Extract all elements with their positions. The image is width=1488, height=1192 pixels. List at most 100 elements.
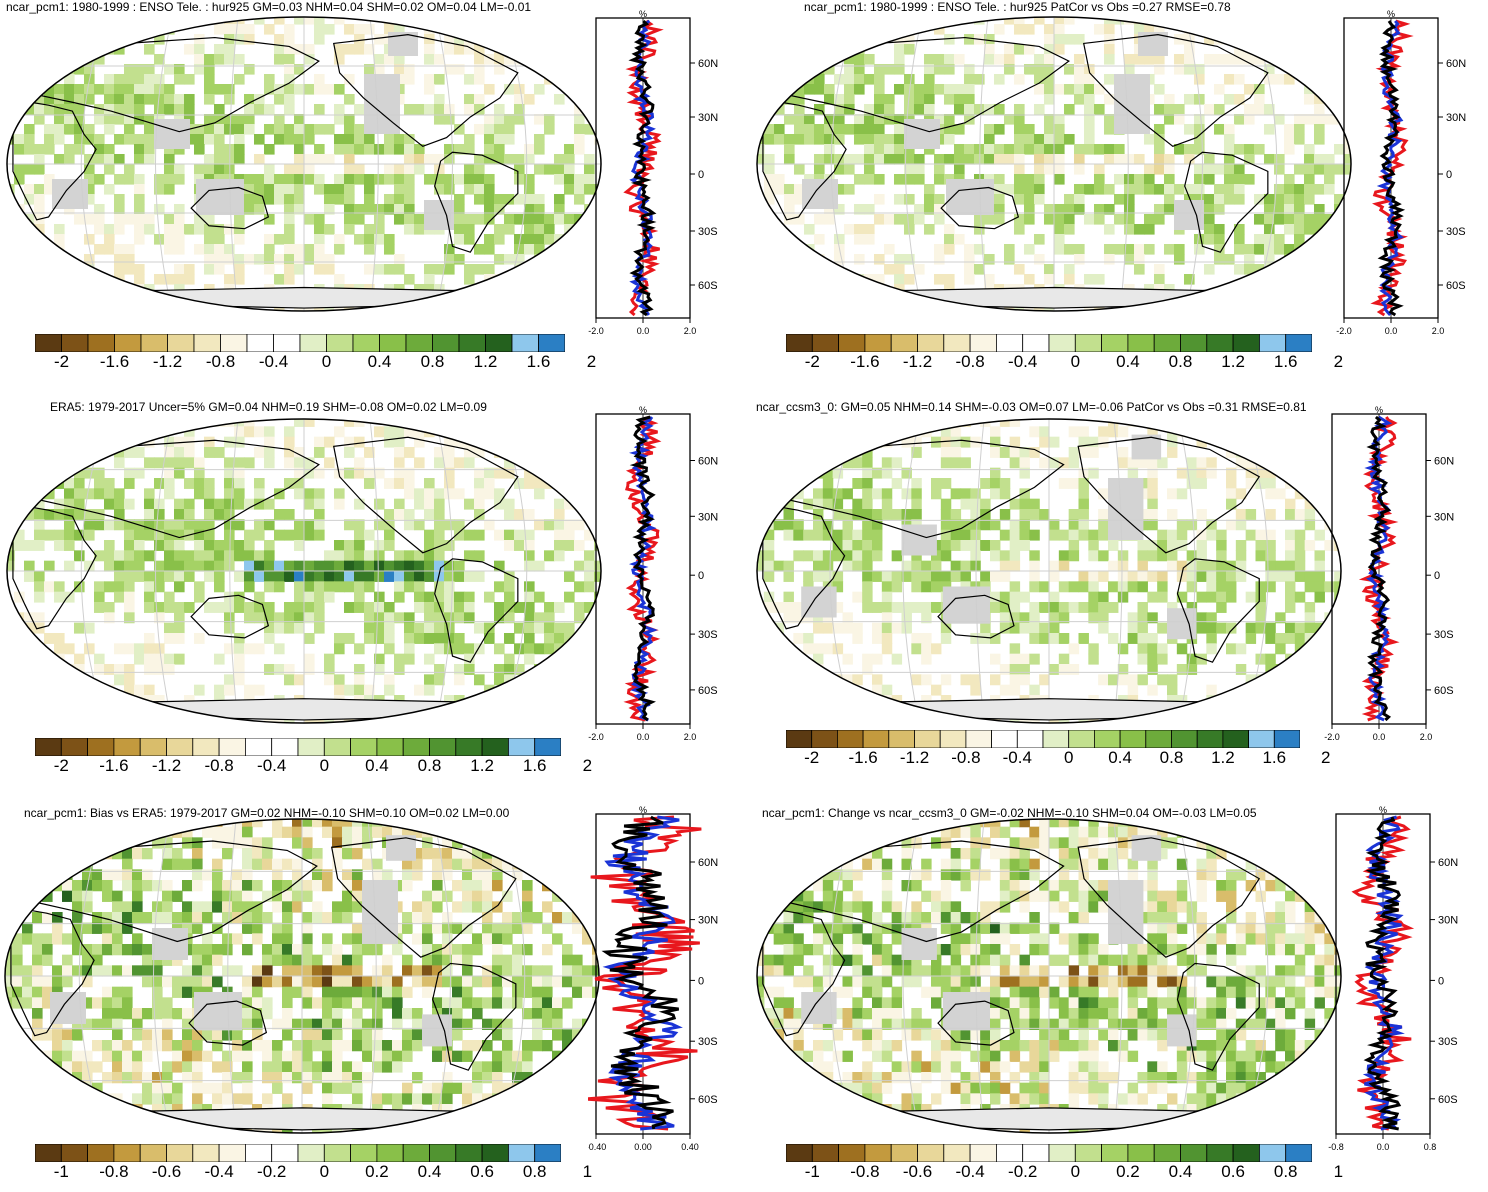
profile-ytick-label: 60N [1446, 58, 1466, 70]
profile-xtick-label: 2.0 [1432, 326, 1445, 336]
colorbar-tick-label: -0.4 [257, 756, 286, 776]
profile-xtick-label: -0.40 [588, 1142, 606, 1152]
colorbar-tick-label: -1.6 [99, 756, 128, 776]
panel-obs-era5: ERA5: 1979-2017 Uncer=5% GM=0.04 NHM=0.1… [0, 400, 744, 792]
panel-model2-enso: ncar_ccsm3_0: GM=0.05 NHM=0.14 SHM=-0.03… [744, 400, 1488, 792]
profile-ytick-label: 30N [1446, 112, 1466, 124]
colorbar-tick-label: 1 [583, 1162, 592, 1182]
colorbar-tick-label: 0.8 [418, 756, 442, 776]
profile-axis-title: % [639, 9, 647, 19]
world-map [4, 14, 604, 314]
profile-xtick-label: 0.0 [1373, 732, 1386, 742]
panel-title: ncar_pcm1: 1980-1999 : ENSO Tele. : hur9… [6, 0, 531, 14]
colorbar-tick-label: -2 [805, 352, 820, 372]
profile-ytick-label: 30N [698, 915, 718, 927]
colorbar-tick-label: 0 [320, 756, 329, 776]
colorbar-tick-label: -2 [54, 756, 69, 776]
profile-xtick-label: 2.0 [684, 326, 697, 336]
colorbar-tick-label: 1.2 [1221, 352, 1245, 372]
profile-axis-title: % [639, 405, 647, 415]
profile-axis-title: % [1375, 405, 1383, 415]
colorbar-tick-label: -0.4 [955, 1162, 984, 1182]
profile-ytick-label: 0 [698, 570, 704, 582]
colorbar-tick-label: -1 [805, 1162, 820, 1182]
colorbar-tick-label: 0.8 [1160, 748, 1184, 768]
colorbar-tick-label: 2 [583, 756, 592, 776]
colorbar-tick-label: 0 [1071, 1162, 1080, 1182]
colorbar-tick-label: -0.4 [1003, 748, 1032, 768]
colorbar-tick-label: 0.8 [1274, 1162, 1298, 1182]
profile-ytick-label: 30S [698, 226, 718, 238]
colorbar-tick-label: -0.2 [257, 1162, 286, 1182]
colorbar-tick-label: -0.6 [152, 1162, 181, 1182]
colorbar-tick-label: -0.4 [204, 1162, 233, 1182]
zonal-mean-profile: % -2.0 0.0 2.0 60N 30N 0 30S 60S [1336, 8, 1486, 348]
profile-ytick-label: 0 [1446, 169, 1452, 181]
profile-xtick-label: 0.40 [681, 1142, 699, 1152]
profile-ytick-label: 60S [1438, 1094, 1458, 1106]
panel-model-enso-patcor: ncar_pcm1: 1980-1999 : ENSO Tele. : hur9… [744, 0, 1488, 392]
profile-axis-title: % [1387, 9, 1395, 19]
colorbar-tick-label: 1.2 [1211, 748, 1235, 768]
colorbar-tick-label: -0.8 [204, 756, 233, 776]
profile-xtick-label: 0.8 [1424, 1142, 1437, 1152]
colorbar-tick-label: -2 [804, 748, 819, 768]
panel-title: ncar_pcm1: 1980-1999 : ENSO Tele. : hur9… [804, 0, 1231, 14]
profile-ytick-label: 30N [1434, 511, 1454, 523]
colorbar-tick-label: 0.8 [421, 352, 445, 372]
colorbar-tick-label: 0.4 [418, 1162, 442, 1182]
profile-ytick-label: 30S [1446, 226, 1466, 238]
colorbar-tick-label: 0.8 [523, 1162, 547, 1182]
panel-change: ncar_pcm1: Change vs ncar_ccsm3_0 GM=-0.… [744, 800, 1488, 1192]
profile-xtick-label: 0.00 [634, 1142, 652, 1152]
colorbar-tick-label: 2 [587, 352, 596, 372]
profile-ytick-label: 60N [698, 456, 718, 468]
colorbar [786, 1144, 1312, 1162]
profile-ytick-label: 0 [1434, 570, 1440, 582]
colorbar-tick-label: 0 [1064, 748, 1073, 768]
profile-axis-title: % [1379, 805, 1387, 815]
panel-title: ncar_ccsm3_0: GM=0.05 NHM=0.14 SHM=-0.03… [756, 400, 1307, 414]
profile-xtick-label: 0.0 [637, 732, 650, 742]
profile-xtick-label: -2.0 [588, 326, 604, 336]
profile-axis-title: % [639, 805, 647, 815]
colorbar-tick-label: 0 [322, 352, 331, 372]
colorbar-tick-label: 0.2 [365, 1162, 389, 1182]
profile-xtick-label: 2.0 [1420, 732, 1433, 742]
profile-ytick-label: 30S [698, 629, 718, 641]
world-map [754, 816, 1344, 1136]
colorbar [35, 1144, 561, 1162]
colorbar-tick-label: -0.8 [850, 1162, 879, 1182]
world-map [754, 416, 1344, 726]
colorbar [35, 738, 561, 756]
profile-xtick-label: 0.0 [1377, 1142, 1390, 1152]
profile-line-red [588, 817, 701, 1129]
colorbar-tick-label: 1 [1334, 1162, 1343, 1182]
profile-ytick-label: 0 [698, 169, 704, 181]
colorbar-tick-label: -0.8 [951, 748, 980, 768]
profile-xtick-label: 0.0 [1385, 326, 1398, 336]
colorbar-tick-label: 1.6 [527, 352, 551, 372]
colorbar-tick-label: -1.6 [100, 352, 129, 372]
colorbar-tick-label: -0.8 [99, 1162, 128, 1182]
profile-ytick-label: 30N [698, 511, 718, 523]
profile-xtick-label: -2.0 [1336, 326, 1352, 336]
colorbar-tick-label: -1.2 [153, 352, 182, 372]
profile-ytick-label: 30N [698, 112, 718, 124]
colorbar-tick-label: -0.4 [259, 352, 288, 372]
colorbar-tick-label: 0 [1071, 352, 1080, 372]
colorbar-tick-label: -2 [54, 352, 69, 372]
colorbar-tick-label: -1.2 [900, 748, 929, 768]
profile-ytick-label: 60S [1446, 280, 1466, 292]
colorbar-tick-label: 1.2 [470, 756, 494, 776]
colorbar-tick-label: 0.6 [1221, 1162, 1245, 1182]
profile-ytick-label: 60S [698, 1094, 718, 1106]
